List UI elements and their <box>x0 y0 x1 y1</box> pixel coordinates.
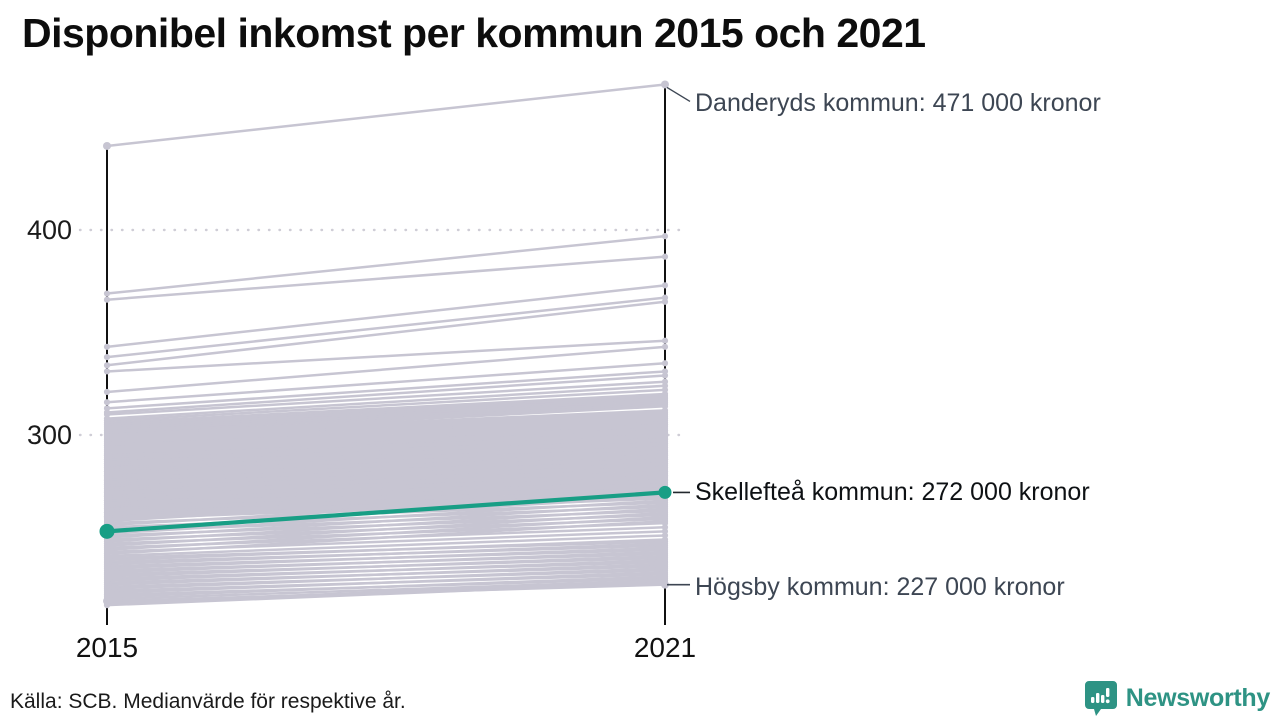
annotation-danderyd: Danderyds kommun: 471 000 kronor <box>695 89 1101 118</box>
newsworthy-bubble-chart-icon <box>1084 681 1117 716</box>
chart-title: Disponibel inkomst per kommun 2015 och 2… <box>22 10 926 56</box>
newsworthy-logo: Newsworthy <box>1084 680 1270 716</box>
y-axis-tick-300: 300 <box>26 420 72 450</box>
x-axis-label-2021: 2021 <box>633 632 697 663</box>
annotation-skelleftea: Skellefteå kommun: 272 000 kronor <box>695 478 1090 507</box>
source-note: Källa: SCB. Medianvärde för respektive å… <box>10 690 406 713</box>
x-axis-label-2015: 2015 <box>75 632 139 663</box>
annotation-hogsby: Högsby kommun: 227 000 kronor <box>695 572 1065 601</box>
y-axis-tick-400: 400 <box>26 215 72 245</box>
brand-name: Newsworthy <box>1125 683 1271 712</box>
